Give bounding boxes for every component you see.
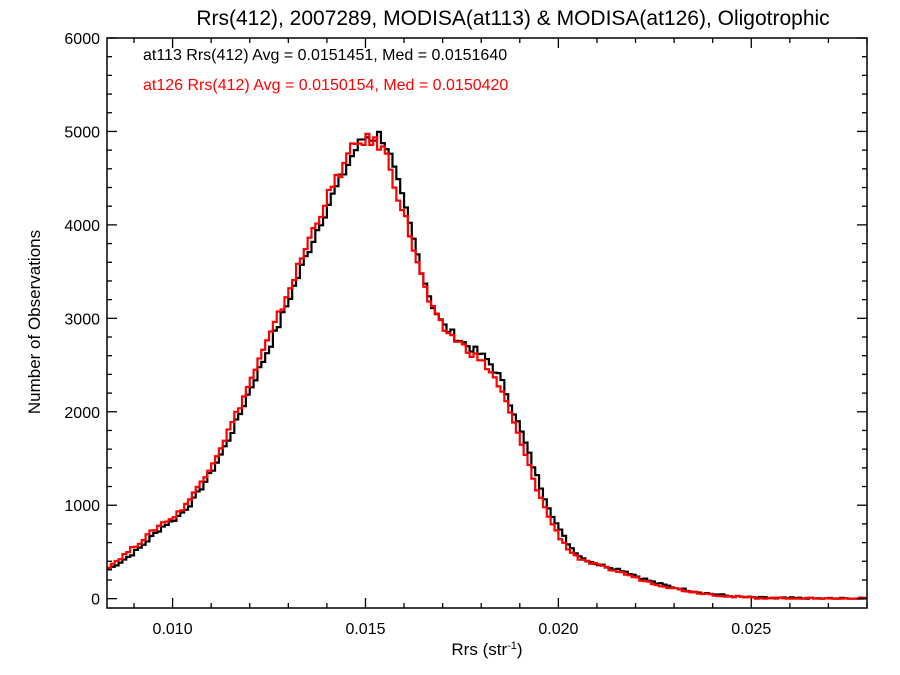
series-at126-line bbox=[107, 132, 867, 600]
legend-entry-at126: at126 Rrs(412) Avg = 0.0150154, Med = 0.… bbox=[143, 77, 508, 94]
x-tick-label: 0.020 bbox=[538, 621, 578, 638]
axis-ticks: 0.010 0.015 0.020 0.025 0 1000 2000 3000 4000 500… bbox=[64, 31, 868, 638]
x-axis-label-exponent: -1 bbox=[507, 640, 517, 652]
y-axis-label: Number of Observations bbox=[25, 230, 44, 414]
x-axis-label: Rrs (str-1) bbox=[451, 640, 522, 659]
plot-frame bbox=[106, 37, 868, 609]
x-tick-label: 0.015 bbox=[345, 621, 385, 638]
series-at113-line bbox=[107, 130, 867, 600]
series-layer bbox=[107, 130, 867, 600]
y-tick-label: 4000 bbox=[64, 218, 100, 235]
y-tick-label: 3000 bbox=[64, 311, 100, 328]
x-tick-label: 0.010 bbox=[153, 621, 193, 638]
x-axis-label-close: ) bbox=[517, 640, 523, 659]
y-tick-label: 0 bbox=[91, 592, 100, 609]
x-axis-label-main: Rrs (str bbox=[451, 640, 507, 659]
x-tick-label: 0.025 bbox=[731, 621, 771, 638]
y-tick-label: 2000 bbox=[64, 405, 100, 422]
y-tick-label: 5000 bbox=[64, 124, 100, 141]
y-tick-label: 1000 bbox=[64, 498, 100, 515]
chart-title: Rrs(412), 2007289, MODISA(at113) & MODIS… bbox=[196, 7, 829, 30]
y-tick-label: 6000 bbox=[64, 31, 100, 48]
legend-entry-at113: at113 Rrs(412) Avg = 0.0151451, Med = 0.… bbox=[143, 47, 507, 64]
